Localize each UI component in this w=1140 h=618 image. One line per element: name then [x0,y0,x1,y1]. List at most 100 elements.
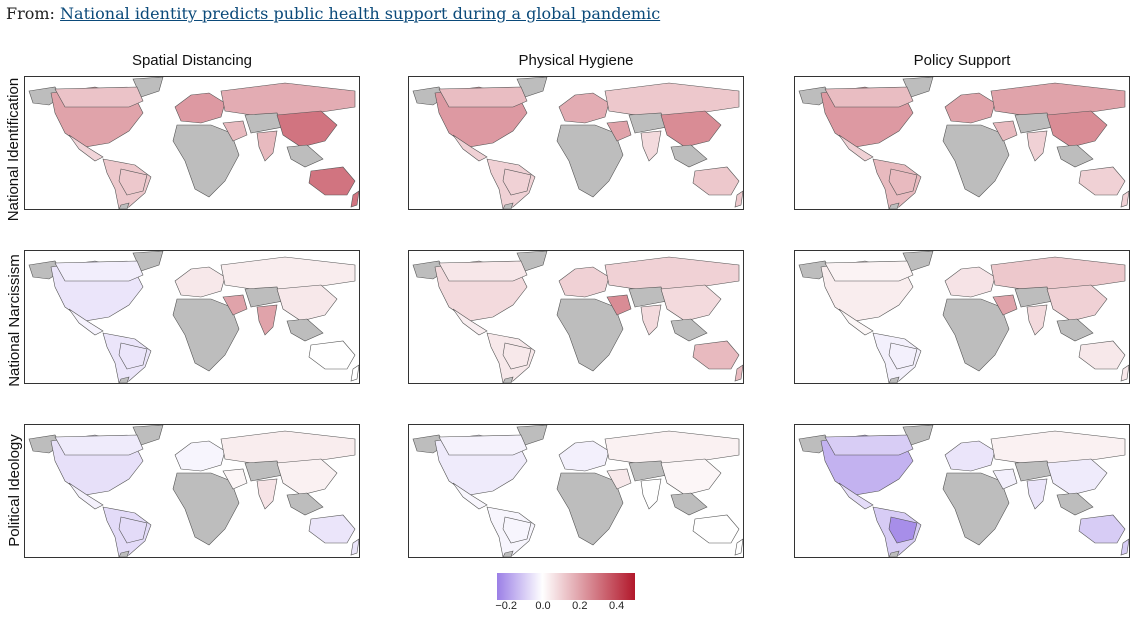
region-brazil [502,342,532,370]
region-mexico [452,482,488,510]
region-ru [604,256,740,292]
region-india [640,130,662,162]
choropleth-map-panel [794,76,1130,210]
region-ru [604,430,740,466]
source-article-link[interactable]: National identity predicts public health… [60,4,661,23]
region-eu [558,266,610,298]
region-canada [54,86,144,108]
region-asia [276,284,338,322]
legend-tick-label: 0.4 [608,600,625,612]
region-asia [660,110,722,148]
region-ru [604,82,740,118]
region-nz [734,364,743,382]
world-map [28,251,359,383]
region-sea [286,318,324,342]
world-map [412,77,743,209]
column-title-policy-support: Policy Support [913,52,1011,69]
region-eu [174,440,226,472]
region-india [1026,478,1048,510]
region-india [640,304,662,336]
region-brazil [888,342,918,370]
choropleth-map-panel [794,424,1130,558]
region-me [606,120,632,142]
choropleth-map-panel [408,424,744,558]
region-sea [286,144,324,168]
region-india [1026,130,1048,162]
region-nz [734,538,743,556]
region-antarctic_tip [118,550,130,557]
row-title-political-ideology: Political Ideology [5,433,23,547]
region-nz [1120,538,1129,556]
region-sea [286,492,324,516]
region-india [256,304,278,336]
region-me [606,468,632,490]
region-aus [308,340,356,370]
world-map [412,251,743,383]
region-mexico [838,134,874,162]
region-brazil [118,342,148,370]
region-mexico [68,134,104,162]
region-mexico [452,308,488,336]
region-ru [990,82,1126,118]
region-africa [942,298,1010,372]
region-africa [942,124,1010,198]
region-mexico [838,482,874,510]
world-map [28,425,359,557]
region-ru [220,82,356,118]
region-brazil [888,516,918,544]
region-nz [1120,190,1129,208]
region-africa [172,124,240,198]
region-mexico [838,308,874,336]
region-antarctic_tip [502,550,514,557]
region-canada [438,86,528,108]
region-ru [990,256,1126,292]
region-eu [558,92,610,124]
region-brazil [118,516,148,544]
region-me [992,468,1018,490]
region-mexico [68,308,104,336]
row-title-national-narcissism: National Narcissism [5,253,23,387]
region-nz [350,190,359,208]
row-title-national-identification: National Identification [5,77,23,221]
region-canada [54,434,144,456]
legend-tick-label: 0.0 [535,600,551,612]
region-asia [660,458,722,496]
region-brazil [502,516,532,544]
region-nz [734,190,743,208]
region-me [992,120,1018,142]
region-sea [670,492,708,516]
region-me [992,294,1018,316]
region-mexico [68,482,104,510]
world-map [412,425,743,557]
region-asia [276,110,338,148]
region-africa [556,298,624,372]
region-sea [1056,318,1094,342]
region-brazil [888,168,918,196]
region-sea [1056,492,1094,516]
region-aus [1078,340,1126,370]
region-me [606,294,632,316]
region-brazil [502,168,532,196]
region-eu [174,92,226,124]
region-india [640,478,662,510]
region-canada [438,434,528,456]
choropleth-map-panel [408,76,744,210]
region-me [222,468,248,490]
region-aus [1078,166,1126,196]
region-africa [172,298,240,372]
region-asia [1046,284,1108,322]
region-aus [1078,514,1126,544]
region-ru [220,256,356,292]
region-antarctic_tip [118,202,130,209]
region-asia [276,458,338,496]
region-antarctic_tip [888,550,900,557]
region-africa [556,472,624,546]
region-canada [824,434,914,456]
source-prefix: From: [6,4,55,23]
region-africa [942,472,1010,546]
region-aus [692,514,740,544]
region-india [256,130,278,162]
region-mexico [452,134,488,162]
region-me [222,120,248,142]
choropleth-map-panel [24,76,360,210]
